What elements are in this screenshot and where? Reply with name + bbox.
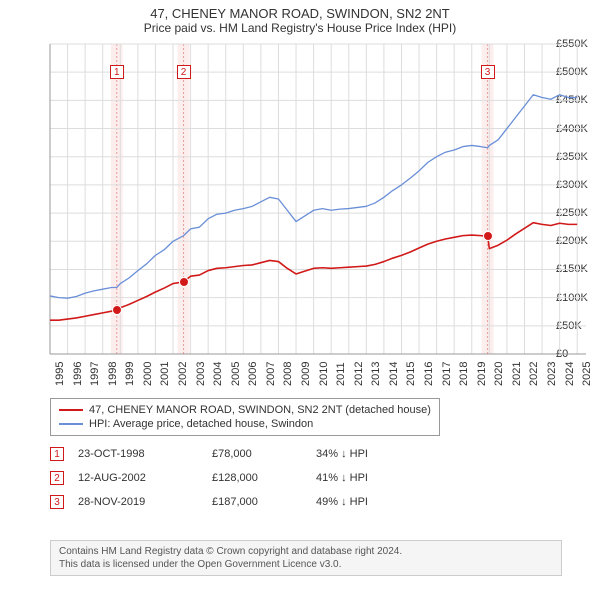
event-marker-dot [483,231,493,241]
transaction-date: 28-NOV-2019 [78,496,198,508]
transaction-row: 1 23-OCT-1998 £78,000 34% ↓ HPI [50,442,406,466]
transaction-price: £187,000 [212,496,302,508]
transaction-delta: 34% ↓ HPI [316,448,406,460]
transaction-price: £128,000 [212,472,302,484]
x-tick-label: 2009 [300,362,312,386]
transaction-number-box: 2 [50,471,64,485]
transaction-delta: 49% ↓ HPI [316,496,406,508]
transaction-number-box: 3 [50,495,64,509]
x-tick-label: 2006 [247,362,259,386]
x-tick-label: 2023 [546,362,558,386]
event-marker-box: 2 [177,65,191,79]
transaction-price: £78,000 [212,448,302,460]
x-tick-label: 2007 [265,362,277,386]
legend-label: HPI: Average price, detached house, Swin… [89,418,313,430]
legend-swatch [59,423,83,425]
x-tick-label: 2000 [142,362,154,386]
x-tick-label: 2008 [282,362,294,386]
x-tick-label: 2003 [195,362,207,386]
legend-label: 47, CHENEY MANOR ROAD, SWINDON, SN2 2NT … [89,404,431,416]
legend-swatch [59,409,83,411]
x-tick-label: 2012 [353,362,365,386]
event-marker-box: 3 [481,65,495,79]
x-tick-label: 2015 [405,362,417,386]
transaction-row: 3 28-NOV-2019 £187,000 49% ↓ HPI [50,490,406,514]
x-tick-label: 2005 [230,362,242,386]
x-tick-label: 2022 [528,362,540,386]
x-tick-label: 1998 [107,362,119,386]
x-tick-label: 2004 [212,362,224,386]
x-tick-label: 2013 [370,362,382,386]
transaction-number-box: 1 [50,447,64,461]
legend-row: HPI: Average price, detached house, Swin… [59,417,431,431]
x-tick-label: 1996 [72,362,84,386]
event-marker-box: 1 [110,65,124,79]
x-tick-label: 1997 [89,362,101,386]
transaction-date: 23-OCT-1998 [78,448,198,460]
event-marker-dot [179,277,189,287]
event-marker-dot [112,305,122,315]
x-tick-label: 1999 [124,362,136,386]
x-tick-label: 2017 [441,362,453,386]
transaction-row: 2 12-AUG-2002 £128,000 41% ↓ HPI [50,466,406,490]
x-tick-label: 2019 [476,362,488,386]
x-tick-label: 2018 [458,362,470,386]
transaction-date: 12-AUG-2002 [78,472,198,484]
x-tick-label: 2011 [335,362,347,386]
x-tick-label: 2014 [388,362,400,386]
x-tick-label: 2002 [177,362,189,386]
transaction-delta: 41% ↓ HPI [316,472,406,484]
legend: 47, CHENEY MANOR ROAD, SWINDON, SN2 2NT … [50,398,440,436]
transactions-table: 1 23-OCT-1998 £78,000 34% ↓ HPI 2 12-AUG-2002… [50,442,406,514]
x-tick-label: 1995 [54,362,66,386]
attribution-box: Contains HM Land Registry data © Crown c… [50,540,562,576]
chart-plot [0,0,600,356]
x-tick-label: 2024 [564,362,576,386]
x-tick-label: 2016 [423,362,435,386]
x-tick-label: 2025 [581,362,593,386]
x-tick-label: 2001 [159,362,171,386]
attribution-line1: Contains HM Land Registry data © Crown c… [59,545,553,558]
attribution-line2: This data is licensed under the Open Gov… [59,558,553,571]
x-tick-label: 2010 [318,362,330,386]
x-tick-label: 2020 [493,362,505,386]
x-tick-label: 2021 [511,362,523,386]
legend-row: 47, CHENEY MANOR ROAD, SWINDON, SN2 2NT … [59,403,431,417]
